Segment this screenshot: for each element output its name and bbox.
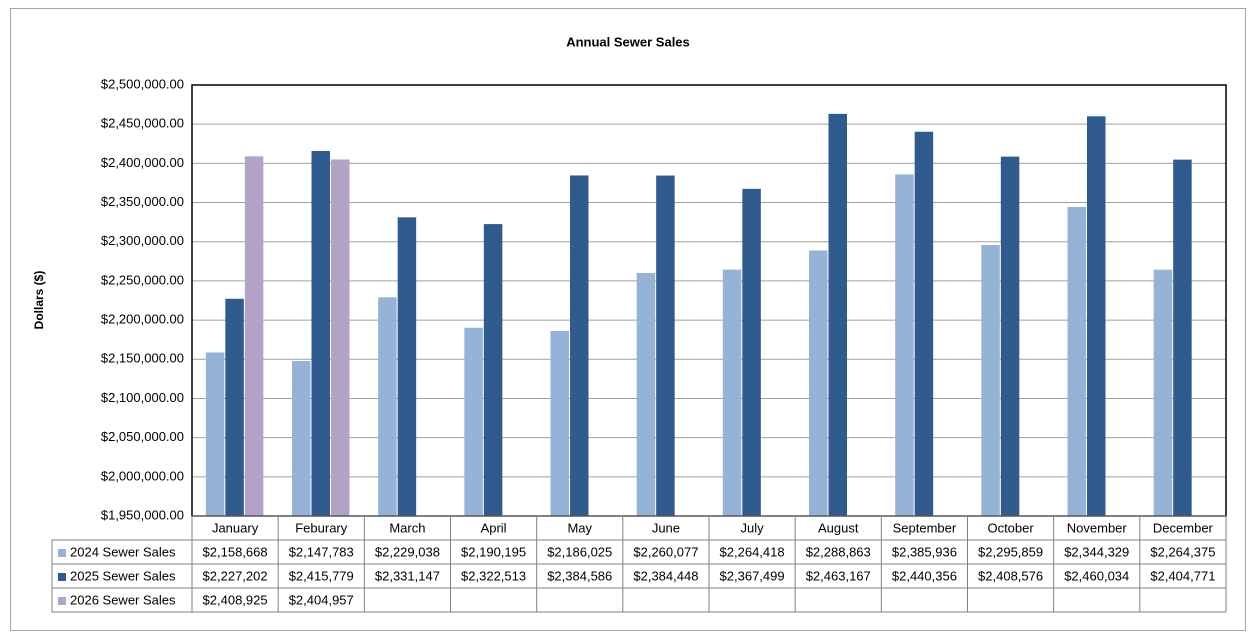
legend-label: 2026 Sewer Sales (70, 592, 176, 607)
bar (397, 217, 417, 517)
bar (311, 150, 330, 516)
y-tick-label: $2,050,000.00 (101, 429, 184, 444)
data-label: $2,384,586 (547, 568, 612, 583)
legend-marker (58, 597, 66, 605)
data-label: $2,288,863 (806, 544, 871, 559)
x-tick-label: April (481, 520, 507, 535)
data-label: $2,227,202 (203, 568, 268, 583)
data-label: $2,367,499 (720, 568, 785, 583)
data-label: $2,440,356 (892, 568, 957, 583)
x-tick-label: June (652, 520, 680, 535)
y-tick-label: $1,950,000.00 (101, 507, 184, 522)
data-label: $2,158,668 (203, 544, 268, 559)
bar (656, 175, 675, 516)
x-tick-label: July (741, 520, 765, 535)
legend-label: 2025 Sewer Sales (70, 568, 176, 583)
x-tick-label: October (987, 520, 1034, 535)
bar (464, 327, 483, 516)
chart-frame (10, 8, 1246, 631)
bar (981, 244, 1000, 517)
legend-marker (58, 573, 66, 581)
data-label: $2,260,077 (633, 544, 698, 559)
bar (244, 156, 264, 516)
bar (570, 175, 589, 516)
legend-marker (58, 549, 66, 557)
y-tick-label: $2,350,000.00 (101, 194, 184, 209)
data-label: $2,384,448 (633, 568, 698, 583)
data-label: $2,147,783 (289, 544, 354, 559)
y-axis-label: Dollars ($) (32, 271, 46, 330)
data-label: $2,322,513 (461, 568, 526, 583)
y-tick-label: $2,500,000.00 (101, 76, 184, 91)
y-tick-label: $2,300,000.00 (101, 233, 184, 248)
bar (742, 188, 761, 517)
bar (225, 298, 244, 516)
bar (1000, 156, 1020, 516)
bar (914, 131, 934, 517)
x-tick-label: December (1153, 520, 1214, 535)
chart-title: Annual Sewer Sales (566, 34, 690, 49)
data-label: $2,264,375 (1150, 544, 1215, 559)
x-tick-label: August (818, 520, 859, 535)
data-label: $2,229,038 (375, 544, 440, 559)
bar (1173, 159, 1192, 516)
data-label: $2,190,195 (461, 544, 526, 559)
bar (1087, 116, 1106, 516)
data-label: $2,415,779 (289, 568, 354, 583)
data-label: $2,408,925 (203, 592, 268, 607)
bar (1067, 206, 1086, 517)
x-tick-label: May (567, 520, 592, 535)
legend-label: 2024 Sewer Sales (70, 544, 176, 559)
data-label: $2,404,771 (1150, 568, 1215, 583)
data-label: $2,295,859 (978, 544, 1043, 559)
y-tick-label: $2,450,000.00 (101, 116, 184, 131)
bar (1153, 269, 1173, 516)
bar (378, 297, 397, 516)
y-tick-label: $2,150,000.00 (101, 351, 184, 366)
y-tick-label: $2,400,000.00 (101, 155, 184, 170)
data-label: $2,463,167 (806, 568, 871, 583)
data-label: $2,460,034 (1064, 568, 1129, 583)
bar (895, 174, 914, 516)
y-tick-label: $2,200,000.00 (101, 312, 184, 327)
x-tick-label: January (212, 520, 259, 535)
y-tick-label: $2,000,000.00 (101, 468, 184, 483)
bar (828, 113, 847, 516)
bar (722, 269, 742, 516)
x-tick-label: March (389, 520, 425, 535)
data-label: $2,408,576 (978, 568, 1043, 583)
bar (550, 331, 569, 516)
bar (331, 159, 350, 516)
data-label: $2,344,329 (1064, 544, 1129, 559)
bar (205, 352, 225, 516)
x-tick-label: November (1067, 520, 1128, 535)
bar (483, 224, 503, 516)
y-tick-label: $2,100,000.00 (101, 390, 184, 405)
x-tick-label: September (893, 520, 957, 535)
data-label: $2,264,418 (720, 544, 785, 559)
x-tick-label: Feburary (295, 520, 348, 535)
y-tick-label: $2,250,000.00 (101, 272, 184, 287)
data-label: $2,186,025 (547, 544, 612, 559)
bar (636, 273, 656, 516)
data-label: $2,331,147 (375, 568, 440, 583)
data-label: $2,404,957 (289, 592, 354, 607)
data-label: $2,385,936 (892, 544, 957, 559)
bar (809, 250, 828, 516)
bar (292, 361, 311, 516)
